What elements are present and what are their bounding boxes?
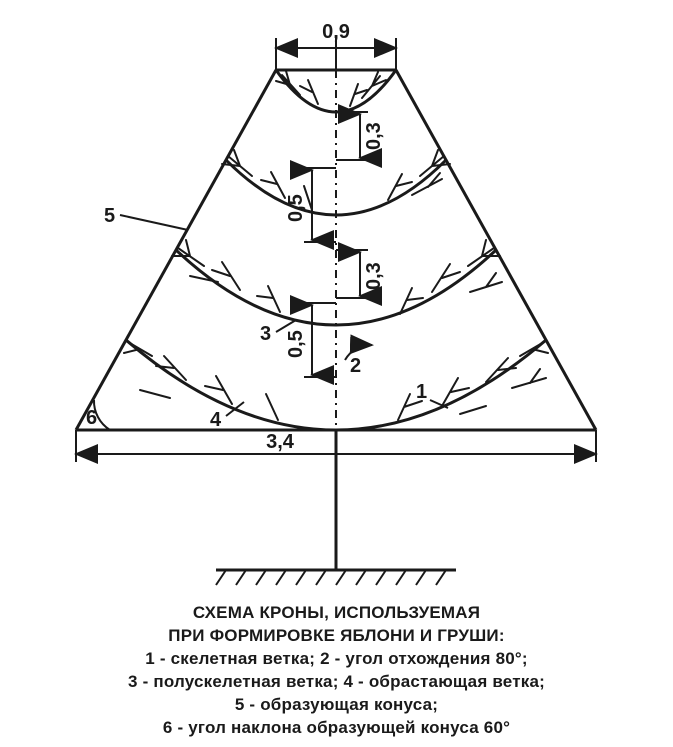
callout-4: 4: [210, 409, 222, 431]
caption-title-2: ПРИ ФОРМИРОВКЕ ЯБЛОНИ И ГРУШИ:: [0, 625, 673, 648]
dim-gap-4: 0,5: [285, 330, 307, 358]
callout-3: 3: [260, 323, 271, 345]
dim-gap-1: 0,3: [363, 122, 385, 150]
callout-1: 1: [416, 381, 427, 403]
caption-line-4: 3 - полускелетная ветка; 4 - обрастающая…: [0, 671, 673, 694]
callout-5: 5: [104, 205, 115, 227]
caption-line-6: 6 - угол наклона образующей конуса 60°: [0, 717, 673, 740]
caption-block: СХЕМА КРОНЫ, ИСПОЛЬЗУЕМАЯ ПРИ ФОРМИРОВКЕ…: [0, 602, 673, 740]
dim-top-width: 0,9: [322, 21, 350, 43]
dim-base-width: 3,4: [266, 431, 295, 453]
crown-diagram: 0,9 3,4 0,3: [0, 0, 673, 600]
callout-2: 2: [350, 355, 361, 377]
page: 0,9 3,4 0,3: [0, 0, 673, 747]
caption-line-3: 1 - скелетная ветка; 2 - угол отхождения…: [0, 648, 673, 671]
dim-gap-3: 0,3: [363, 262, 385, 290]
caption-title-1: СХЕМА КРОНЫ, ИСПОЛЬЗУЕМАЯ: [0, 602, 673, 625]
caption-line-5: 5 - образующая конуса;: [0, 694, 673, 717]
callout-6: 6: [86, 407, 97, 429]
dim-gap-2: 0,5: [285, 194, 307, 222]
